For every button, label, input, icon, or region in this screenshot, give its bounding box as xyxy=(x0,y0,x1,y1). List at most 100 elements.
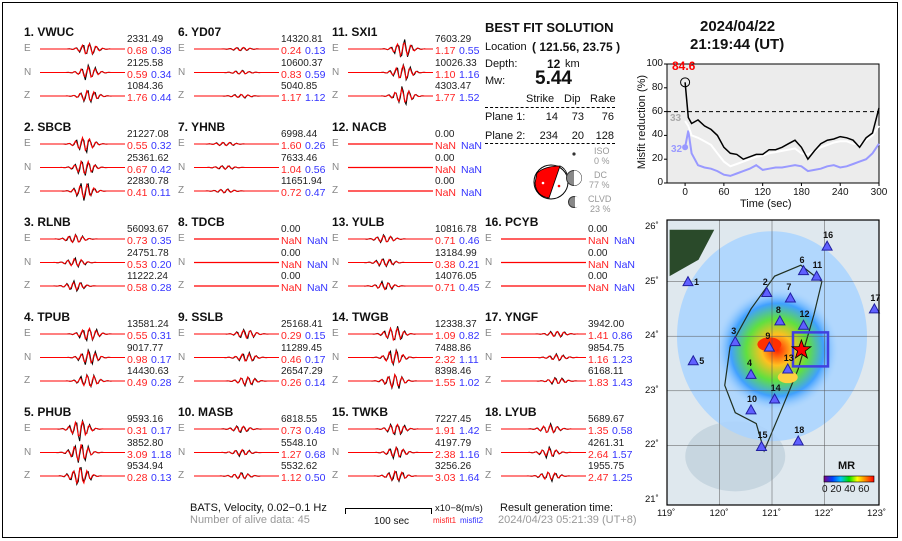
misfit2-value: 1.52 xyxy=(459,92,480,104)
misfit1-value: NaN xyxy=(281,258,303,271)
misfit2-value: NaN xyxy=(614,235,636,247)
synthetic-waveform xyxy=(348,349,433,364)
peak-amplitude: 25168.41 xyxy=(281,319,323,330)
synthetic-waveform xyxy=(40,159,125,174)
peak-amplitude: 0.00 xyxy=(281,247,301,259)
synthetic-waveform xyxy=(40,420,125,437)
misfit1-value: 2.32 xyxy=(435,353,456,366)
station-number-label: 12 xyxy=(799,309,810,320)
latitude-label: 25˚ xyxy=(645,275,659,287)
event-date: 2024/04/22 xyxy=(700,18,776,35)
station-title: 18. LYUB xyxy=(485,405,537,419)
peak-amplitude: 1084.36 xyxy=(127,81,164,92)
component-label: E xyxy=(24,423,31,434)
latitude-label: 26˚ xyxy=(645,221,659,232)
y-tick-label: 40 xyxy=(651,129,663,141)
misfit1-value: 0.68 xyxy=(127,45,148,57)
misfit1-value: 0.67 xyxy=(127,163,148,176)
station-title: 13. YULB xyxy=(332,215,385,229)
misfit2-value: 1.11 xyxy=(459,353,479,366)
misfit1-value: 2.38 xyxy=(435,448,456,461)
dc-icon xyxy=(566,170,582,186)
misfit1-value: 0.41 xyxy=(127,187,148,199)
station-title: 5. PHUB xyxy=(24,405,72,419)
misfit1-value: 3.03 xyxy=(435,472,456,484)
synthetic-waveform xyxy=(348,372,433,389)
synthetic-waveform xyxy=(348,87,433,103)
station-triangle-icon xyxy=(774,314,786,326)
station-triangle-icon xyxy=(792,435,805,446)
colorbar-title: MR xyxy=(838,460,856,472)
misfit1-value: 0.83 xyxy=(281,68,302,81)
longitude-label: 123˚ xyxy=(867,508,887,519)
misfit1-value: NaN xyxy=(435,163,457,176)
misfit2-value: 0.17 xyxy=(151,425,172,437)
synthetic-waveform xyxy=(194,141,279,147)
peak-amplitude: 8398.46 xyxy=(435,366,472,377)
misfit1-value: 0.73 xyxy=(281,425,302,437)
component-label: N xyxy=(24,161,32,173)
station-number-label: 7 xyxy=(786,281,792,292)
synthetic-waveform xyxy=(348,326,433,342)
misfit2-value: 0.56 xyxy=(305,163,326,176)
mw-label: Mw: xyxy=(485,75,506,87)
misfit1-value: 2.47 xyxy=(588,472,609,484)
mr-field xyxy=(715,287,840,412)
component-label: Z xyxy=(24,185,31,196)
component-label: Z xyxy=(332,90,339,101)
synthetic-waveform xyxy=(194,425,279,433)
misfit2-value: 1.16 xyxy=(459,448,480,461)
plane-strike: 14 xyxy=(545,111,558,123)
synthetic-waveform xyxy=(194,70,279,75)
station-number-label: 16 xyxy=(823,230,834,241)
misfit2-value: 0.68 xyxy=(305,448,326,461)
misfit2-value: 0.34 xyxy=(151,68,172,81)
peak-amplitude: 4303.47 xyxy=(435,81,472,92)
synthetic-waveform xyxy=(194,46,279,52)
synthetic-waveform xyxy=(501,354,586,361)
peak-amplitude: 1955.75 xyxy=(588,461,625,472)
component-label: E xyxy=(485,233,492,244)
latitude-label: 22˚ xyxy=(645,439,659,451)
peak-amplitude: 56093.67 xyxy=(127,224,169,235)
misfit2-value: 0.11 xyxy=(151,187,171,199)
component-label: Z xyxy=(178,280,185,291)
peak-amplitude: 2125.58 xyxy=(127,57,164,69)
misfit2-value: 0.48 xyxy=(305,425,326,437)
peak-amplitude: 0.00 xyxy=(435,129,455,140)
component-label: N xyxy=(178,66,186,78)
misfit1-value: 0.46 xyxy=(281,353,302,366)
misfit1-value: NaN xyxy=(588,258,610,271)
component-label: E xyxy=(485,423,492,434)
misfit2-value: 0.59 xyxy=(305,68,326,81)
misfit2-value: 1.64 xyxy=(459,472,480,484)
station-triangle-icon xyxy=(745,403,757,415)
misfit2-value: 0.13 xyxy=(305,45,326,57)
longitude-label: 122˚ xyxy=(814,508,834,519)
misfit2-value: 1.16 xyxy=(459,68,480,81)
time-scale-label: 100 sec xyxy=(374,516,410,527)
misfit1-value: 1.09 xyxy=(435,330,456,342)
synthetic-waveform xyxy=(194,165,279,170)
misfit1-value: 1.12 xyxy=(281,472,302,484)
component-label: E xyxy=(178,233,185,244)
station-number-label: 14 xyxy=(770,382,781,393)
station-title: 9. SSLB xyxy=(178,310,224,324)
misfit1-value: 0.53 xyxy=(127,258,148,271)
synthetic-waveform xyxy=(40,258,125,267)
china-coast xyxy=(669,229,715,277)
station-title: 17. YNGF xyxy=(485,310,539,324)
station-number-label: 6 xyxy=(799,254,805,265)
station-number-label: 2 xyxy=(762,276,768,287)
misfit1-value: 0.98 xyxy=(127,353,148,366)
component-label: N xyxy=(485,256,493,268)
component-label: E xyxy=(24,138,31,149)
misfit2-value: 0.17 xyxy=(151,353,172,366)
station-triangle-icon xyxy=(784,291,797,303)
table-divider-bottom xyxy=(485,143,615,144)
synthetic-waveform xyxy=(40,89,125,102)
peak-amplitude: 9017.77 xyxy=(127,342,164,354)
plane-dip: 20 xyxy=(571,130,584,142)
misfit1-value: 1.76 xyxy=(127,92,148,104)
